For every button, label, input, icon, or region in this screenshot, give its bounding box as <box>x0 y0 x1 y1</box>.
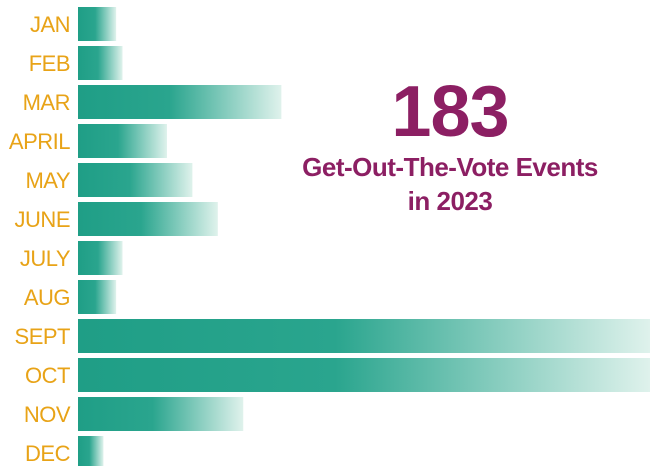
tick-label-july: JULY <box>20 246 71 271</box>
tick-label-aug: AUG <box>24 285 70 310</box>
tick-label-sept: SEPT <box>15 324 71 349</box>
bar-oct <box>78 358 650 392</box>
headline-line-2: in 2023 <box>407 186 493 216</box>
bar-nov <box>78 397 244 431</box>
tick-label-april: APRIL <box>9 129 70 154</box>
tick-label-june: JUNE <box>15 207 70 232</box>
tick-label-mar: MAR <box>23 90 70 115</box>
tick-label-oct: OCT <box>25 363 70 388</box>
bar-feb <box>78 46 123 80</box>
headline-line-1: Get-Out-The-Vote Events <box>302 152 598 182</box>
bar-jan <box>78 7 117 41</box>
bar-july <box>78 241 123 275</box>
tick-label-jan: JAN <box>30 12 70 37</box>
month-labels-group: JAN FEB MAR APRIL MAY JUNE JULY AUG SEPT OCT NOV DE… <box>9 12 71 466</box>
bar-may <box>78 163 193 197</box>
tick-label-may: MAY <box>25 168 70 193</box>
bar-june <box>78 202 218 236</box>
headline-subtitle: Get-Out-The-Vote Events in 2023 <box>260 150 640 218</box>
bar-dec <box>78 436 104 466</box>
bars-group <box>78 7 650 466</box>
headline-number: 183 <box>391 72 509 152</box>
tick-label-feb: FEB <box>29 51 70 76</box>
bar-sept <box>78 319 650 353</box>
tick-label-nov: NOV <box>24 402 71 427</box>
bar-april <box>78 124 167 158</box>
tick-label-dec: DEC <box>25 441 71 466</box>
bar-mar <box>78 85 282 119</box>
bar-aug <box>78 280 117 314</box>
